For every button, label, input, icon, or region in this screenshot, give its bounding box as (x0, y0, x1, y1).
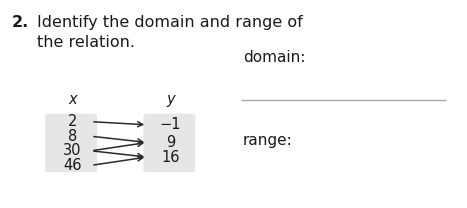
Text: domain:: domain: (243, 50, 305, 65)
Text: y: y (166, 92, 175, 107)
Text: 46: 46 (63, 158, 82, 173)
Text: 8: 8 (68, 129, 77, 144)
Text: 2.: 2. (12, 15, 29, 30)
Text: 30: 30 (63, 143, 82, 158)
Text: x: x (68, 92, 77, 107)
Text: range:: range: (243, 133, 293, 148)
Text: −1: −1 (160, 117, 181, 132)
Text: Identify the domain and range of
the relation.: Identify the domain and range of the rel… (37, 15, 303, 50)
Text: 2: 2 (68, 114, 77, 129)
Text: 9: 9 (166, 135, 175, 150)
Text: 16: 16 (161, 150, 180, 165)
FancyBboxPatch shape (143, 114, 195, 172)
FancyBboxPatch shape (45, 114, 97, 172)
